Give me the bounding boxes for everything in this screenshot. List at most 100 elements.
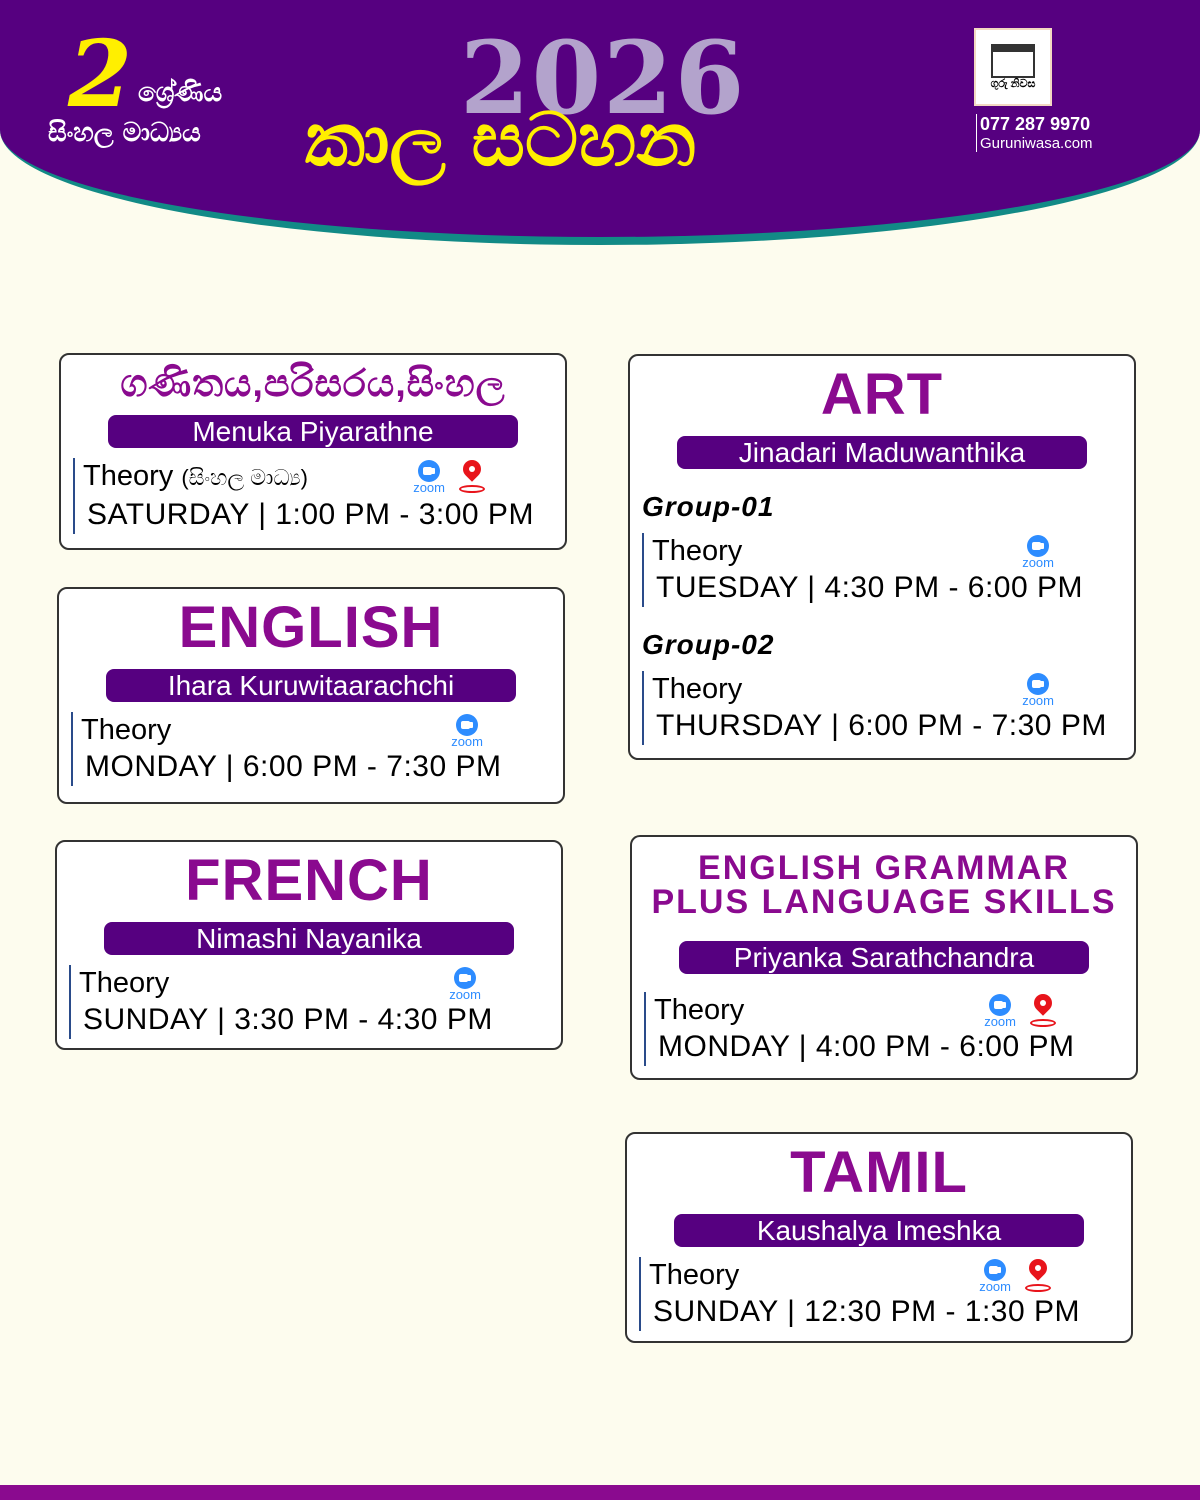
session: Theory THURSDAY | 6:00 PM - 7:30 PM zoom bbox=[642, 671, 1134, 745]
subject-title: ART bbox=[630, 366, 1134, 424]
session: Theory (සිංහල මාධ්‍ය) SATURDAY | 1:00 PM … bbox=[73, 456, 565, 534]
pin-head bbox=[1025, 1255, 1051, 1281]
zoom-camera-icon bbox=[1027, 673, 1050, 695]
subject-line: TAMIL bbox=[790, 1140, 968, 1205]
session-type: Theory bbox=[654, 992, 1136, 1028]
session-time: THURSDAY | 6:00 PM - 7:30 PM bbox=[656, 709, 1107, 742]
session-icons: zoom bbox=[449, 967, 481, 1001]
subject-title: FRENCH bbox=[57, 852, 561, 910]
session-type: Theory bbox=[652, 671, 1134, 707]
teacher-name: Kaushalya Imeshka bbox=[674, 1214, 1084, 1247]
zoom-camera-icon bbox=[1027, 535, 1050, 557]
zoom-label: zoom bbox=[451, 734, 483, 749]
session-type: Theory bbox=[649, 1257, 1131, 1293]
zoom-label: zoom bbox=[979, 1279, 1011, 1294]
group-label: Group-02 bbox=[642, 629, 775, 660]
zoom-icon[interactable]: zoom bbox=[1022, 535, 1054, 569]
zoom-label: zoom bbox=[1022, 693, 1054, 708]
logo-text: ගුරු නිවස bbox=[990, 77, 1036, 90]
pin-base bbox=[1030, 1019, 1056, 1027]
zoom-icon[interactable]: zoom bbox=[984, 994, 1016, 1028]
zoom-label: zoom bbox=[1022, 555, 1054, 570]
zoom-camera-icon bbox=[454, 967, 477, 989]
session-type-label: Theory bbox=[652, 673, 743, 705]
teacher-name: Ihara Kuruwitaarachchi bbox=[106, 669, 516, 702]
session-icons: zoom bbox=[979, 1255, 1051, 1293]
page-title: කාල සටහන bbox=[305, 97, 697, 183]
schedule-card: ගණිතය,පරිසරය,සිංහල Menuka Piyarathne Theor… bbox=[59, 353, 567, 550]
session-icons: zoom bbox=[1022, 535, 1054, 569]
subject-title: ENGLISH GRAMMAR PLUS LANGUAGE SKILLS bbox=[632, 851, 1136, 919]
pin-head bbox=[459, 456, 485, 482]
session: Theory MONDAY | 4:00 PM - 6:00 PM zoom bbox=[644, 990, 1136, 1066]
subject-title: ENGLISH bbox=[59, 599, 563, 657]
subject-line: FRENCH bbox=[185, 848, 433, 913]
session-type: Theory bbox=[79, 965, 561, 1001]
year: 2026 bbox=[460, 19, 747, 137]
session-time: MONDAY | 4:00 PM - 6:00 PM bbox=[658, 1030, 1075, 1063]
session-time: SATURDAY | 1:00 PM - 3:00 PM bbox=[87, 498, 534, 531]
session: Theory SUNDAY | 3:30 PM - 4:30 PM zoom bbox=[69, 965, 561, 1039]
session: Theory MONDAY | 6:00 PM - 7:30 PM zoom bbox=[71, 712, 563, 786]
grade-label: ශ්‍රේණිය bbox=[138, 78, 223, 108]
teacher-name: Menuka Piyarathne bbox=[108, 415, 518, 448]
zoom-label: zoom bbox=[984, 1014, 1016, 1029]
teacher-name: Priyanka Sarathchandra bbox=[679, 941, 1089, 974]
subject-line: ගණිතය,පරිසරය,සිංහල bbox=[120, 363, 506, 405]
session: Theory SUNDAY | 12:30 PM - 1:30 PM zoom bbox=[639, 1255, 1131, 1331]
logo: ගුරු නිවස bbox=[974, 28, 1052, 106]
schedule-card: ENGLISH GRAMMAR PLUS LANGUAGE SKILLS Priya… bbox=[630, 835, 1138, 1080]
zoom-icon[interactable]: zoom bbox=[451, 714, 483, 748]
session-type: Theory bbox=[652, 533, 1134, 569]
session-time: SUNDAY | 3:30 PM - 4:30 PM bbox=[83, 1003, 493, 1036]
subject-line: ART bbox=[820, 362, 944, 427]
session-time: MONDAY | 6:00 PM - 7:30 PM bbox=[85, 750, 502, 783]
pin-base bbox=[1025, 1284, 1051, 1292]
session-time: SUNDAY | 12:30 PM - 1:30 PM bbox=[653, 1295, 1081, 1328]
location-pin-icon[interactable] bbox=[1025, 1255, 1051, 1293]
schedule-card: ART Jinadari Maduwanthika Group-01 Theory TU… bbox=[628, 354, 1136, 760]
zoom-camera-icon bbox=[418, 460, 441, 482]
schedule-card: TAMIL Kaushalya Imeshka Theory SUNDAY | 12:… bbox=[625, 1132, 1133, 1343]
session-type-label: Theory bbox=[654, 994, 745, 1026]
grade-number: 2 bbox=[68, 20, 133, 128]
subject-title: ගණිතය,පරිසරය,සිංහල bbox=[61, 365, 565, 403]
zoom-camera-icon bbox=[456, 714, 479, 736]
teacher-name: Nimashi Nayanika bbox=[104, 922, 514, 955]
group-label: Group-01 bbox=[642, 491, 775, 522]
zoom-icon[interactable]: zoom bbox=[449, 967, 481, 1001]
subject-line: ENGLISH bbox=[178, 595, 444, 660]
session-type-label: Theory bbox=[649, 1259, 740, 1291]
session-type-label: Theory bbox=[79, 967, 170, 999]
website[interactable]: Guruniwasa.com bbox=[980, 135, 1093, 152]
schedule-card: FRENCH Nimashi Nayanika Theory SUNDAY | 3:3… bbox=[55, 840, 563, 1050]
medium-label: සිංහල මාධ්‍යය bbox=[48, 118, 201, 148]
footer-bar bbox=[0, 1485, 1200, 1500]
schedule-card: ENGLISH Ihara Kuruwitaarachchi Theory MONDA… bbox=[57, 587, 565, 804]
session-icons: zoom bbox=[1022, 673, 1054, 707]
zoom-camera-icon bbox=[984, 1259, 1007, 1281]
building-icon bbox=[991, 43, 1035, 78]
teacher-name: Jinadari Maduwanthika bbox=[677, 436, 1087, 469]
location-pin-icon[interactable] bbox=[459, 456, 485, 494]
medium-note: (සිංහල මාධ්‍ය) bbox=[181, 465, 308, 490]
pin-head bbox=[1030, 990, 1056, 1016]
session-icons: zoom bbox=[984, 990, 1056, 1028]
session-type-label: Theory bbox=[83, 460, 174, 492]
zoom-icon[interactable]: zoom bbox=[413, 460, 445, 494]
zoom-label: zoom bbox=[413, 480, 445, 495]
session-type-label: Theory bbox=[81, 714, 172, 746]
contact-info: 077 287 9970 Guruniwasa.com bbox=[976, 114, 1093, 152]
subject-line: ENGLISH GRAMMAR bbox=[698, 849, 1070, 887]
pin-base bbox=[459, 485, 485, 493]
zoom-camera-icon bbox=[989, 994, 1012, 1016]
zoom-icon[interactable]: zoom bbox=[979, 1259, 1011, 1293]
zoom-icon[interactable]: zoom bbox=[1022, 673, 1054, 707]
session-icons: zoom bbox=[413, 456, 485, 494]
session: Theory TUESDAY | 4:30 PM - 6:00 PM zoom bbox=[642, 533, 1134, 607]
session-type: Theory bbox=[81, 712, 563, 748]
session-icons: zoom bbox=[451, 714, 483, 748]
zoom-label: zoom bbox=[449, 987, 481, 1002]
location-pin-icon[interactable] bbox=[1030, 990, 1056, 1028]
session-type-label: Theory bbox=[652, 535, 743, 567]
